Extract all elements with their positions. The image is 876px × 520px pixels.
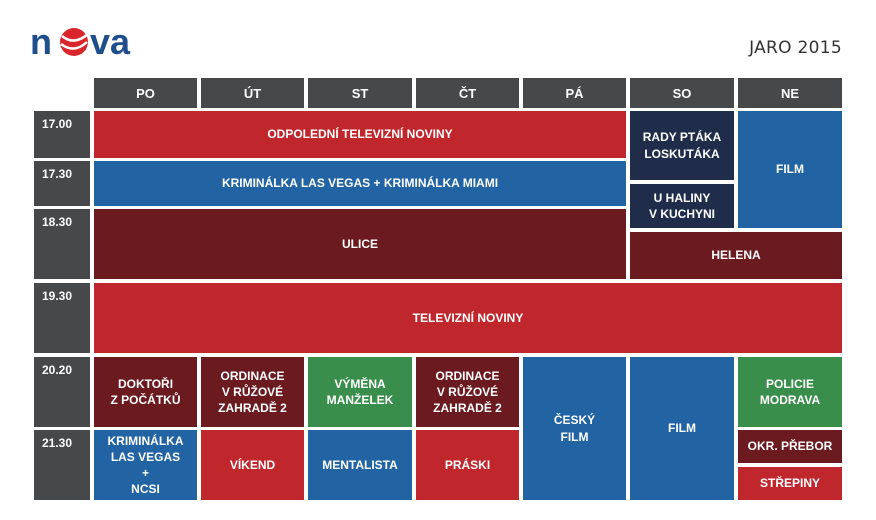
day-header-ne: NE	[738, 78, 842, 108]
program-praski: PRÁSKI	[416, 430, 519, 500]
nova-logo: n va	[30, 21, 160, 62]
program-cesky-film: ČESKÝ FILM	[523, 357, 626, 500]
day-header-st: ST	[308, 78, 412, 108]
time-slot-1830: 18.30	[34, 209, 90, 279]
program-televizni-noviny: TELEVIZNÍ NOVINY	[94, 283, 842, 353]
program-ordinace-ct: ORDINACE V RŮŽOVÉ ZAHRADĚ 2	[416, 357, 519, 427]
program-odpoledni-noviny: ODPOLEDNÍ TELEVIZNÍ NOVINY	[94, 111, 626, 158]
program-ordinace-ut: ORDINACE V RŮŽOVÉ ZAHRADĚ 2	[201, 357, 304, 427]
svg-text:va: va	[90, 22, 131, 62]
time-slot-1730: 17.30	[34, 161, 90, 206]
logo-ball-icon	[60, 28, 89, 56]
program-ulice: ULICE	[94, 209, 626, 279]
day-header-ut: ÚT	[201, 78, 304, 108]
program-kriminalka-vegas-miami: KRIMINÁLKA LAS VEGAS + KRIMINÁLKA MIAMI	[94, 161, 626, 206]
program-vymena-manzelek: VÝMĚNA MANŽELEK	[308, 357, 412, 427]
time-slot-1700: 17.00	[34, 111, 90, 158]
program-doktori: DOKTOŘI Z POČÁTKŮ	[94, 357, 197, 427]
time-slot-2020: 20.20	[34, 357, 90, 427]
day-header-po: PO	[94, 78, 197, 108]
day-header-pa: PÁ	[523, 78, 626, 108]
program-strepiny: STŘEPINY	[738, 467, 842, 500]
program-okr-prebor: OKR. PŘEBOR	[738, 430, 842, 463]
season-label: JARO 2015	[749, 38, 842, 58]
svg-text:n: n	[30, 22, 52, 62]
day-header-ct: ČT	[416, 78, 519, 108]
program-u-haliny: U HALINY V KUCHYNI	[630, 184, 734, 228]
program-kriminalka-ncsi: KRIMINÁLKA LAS VEGAS + NCSI	[94, 430, 197, 500]
time-slot-2130: 21.30	[34, 430, 90, 500]
program-mentalista: MENTALISTA	[308, 430, 412, 500]
program-helena: HELENA	[630, 232, 842, 279]
program-policie-modrava: POLICIE MODRAVA	[738, 357, 842, 427]
program-rady-ptaka: RADY PTÁKA LOSKUTÁKA	[630, 111, 734, 180]
program-film-ne: FILM	[738, 111, 842, 228]
day-header-so: SO	[630, 78, 734, 108]
program-vikend: VÍKEND	[201, 430, 304, 500]
time-slot-1930: 19.30	[34, 283, 90, 353]
program-film-so: FILM	[630, 357, 734, 500]
